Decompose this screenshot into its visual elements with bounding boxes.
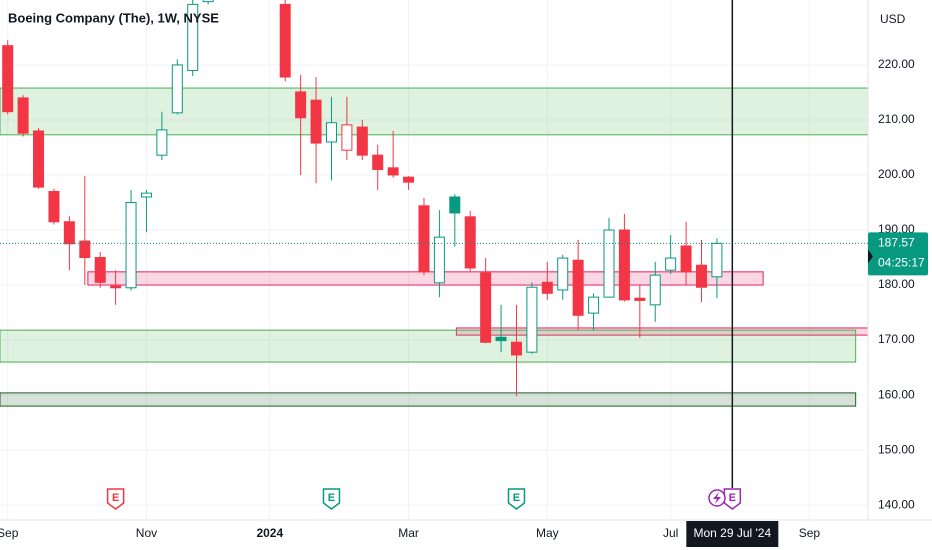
y-tick-label: 150.00 <box>878 442 915 456</box>
event-label: E <box>729 492 736 504</box>
candle-body <box>418 205 430 273</box>
crosshair-label: Mon 29 Jul '24 <box>693 526 771 540</box>
candle-body <box>572 259 584 316</box>
candle-body <box>711 242 723 278</box>
event-label: E <box>513 492 520 504</box>
candle-body <box>356 126 368 156</box>
candle-body <box>510 341 522 356</box>
candle-body <box>464 216 476 269</box>
y-tick-label: 220.00 <box>878 57 915 71</box>
zone <box>0 329 857 363</box>
event-marker <box>106 488 125 510</box>
candle-body <box>480 272 492 343</box>
chart-title: Boeing Company (The), 1W, NYSE <box>8 10 219 25</box>
dividend-icon <box>708 489 726 507</box>
candle-body <box>341 124 353 151</box>
candle-body <box>325 122 337 143</box>
candle-body <box>588 296 600 314</box>
x-tick-label: Jul <box>663 526 678 540</box>
candle-body <box>156 129 168 156</box>
event-marker <box>322 488 341 510</box>
y-tick-label: 170.00 <box>878 332 915 346</box>
x-tick-label: Sep <box>0 526 19 540</box>
x-tick-label: 2024 <box>256 526 283 540</box>
zone <box>0 392 857 407</box>
y-tick-label: 160.00 <box>878 387 915 401</box>
candle-body <box>187 3 199 71</box>
currency-label: USD <box>880 12 906 26</box>
candle-body <box>295 91 307 119</box>
last-price-label: 187.57 <box>878 236 915 250</box>
candle-body <box>372 154 384 170</box>
x-tick-label: May <box>536 526 559 540</box>
y-tick-label: 200.00 <box>878 167 915 181</box>
candle-body <box>79 240 91 259</box>
event-label: E <box>328 492 335 504</box>
y-tick-label: 140.00 <box>878 497 915 511</box>
candle-body <box>63 221 75 245</box>
candle-body <box>526 286 538 353</box>
candle-body <box>171 64 183 114</box>
candle-body <box>449 196 461 214</box>
candle-body <box>140 192 152 198</box>
y-tick-label: 210.00 <box>878 112 915 126</box>
candle-body <box>310 99 322 144</box>
candle-body <box>2 45 14 113</box>
last-price-pointer <box>868 249 873 264</box>
candle-body <box>433 236 445 284</box>
candle-body <box>387 167 399 176</box>
x-tick-label: Sep <box>799 526 821 540</box>
candles <box>2 0 723 397</box>
y-tick-label: 180.00 <box>878 277 915 291</box>
x-tick-label: Nov <box>136 526 157 540</box>
countdown-label: 04:25:17 <box>878 256 925 270</box>
candle-body <box>279 3 291 78</box>
last-price-box <box>868 232 928 276</box>
candle-body <box>48 190 60 223</box>
candle-body <box>680 245 692 273</box>
candle-body <box>634 297 646 301</box>
candle-body <box>403 176 415 183</box>
candle-body <box>110 285 122 289</box>
crosshair-label-box <box>686 521 779 547</box>
candle-body <box>33 130 45 188</box>
candle-body <box>695 264 707 288</box>
candle-body <box>495 336 507 342</box>
candle-body <box>17 97 29 134</box>
zone <box>0 87 869 136</box>
candle-body <box>618 229 630 301</box>
event-label: E <box>112 492 119 504</box>
candle-body <box>557 257 569 291</box>
zones <box>0 87 869 407</box>
candle-body <box>125 201 137 289</box>
candle-body <box>603 229 615 298</box>
event-marker <box>507 488 526 510</box>
zone <box>87 271 764 286</box>
candle-body <box>202 0 214 3</box>
candle-body <box>541 281 553 294</box>
x-tick-label: Mar <box>398 526 419 540</box>
candle-body <box>94 257 106 283</box>
candle-body <box>649 274 661 306</box>
candle-body <box>665 257 677 271</box>
